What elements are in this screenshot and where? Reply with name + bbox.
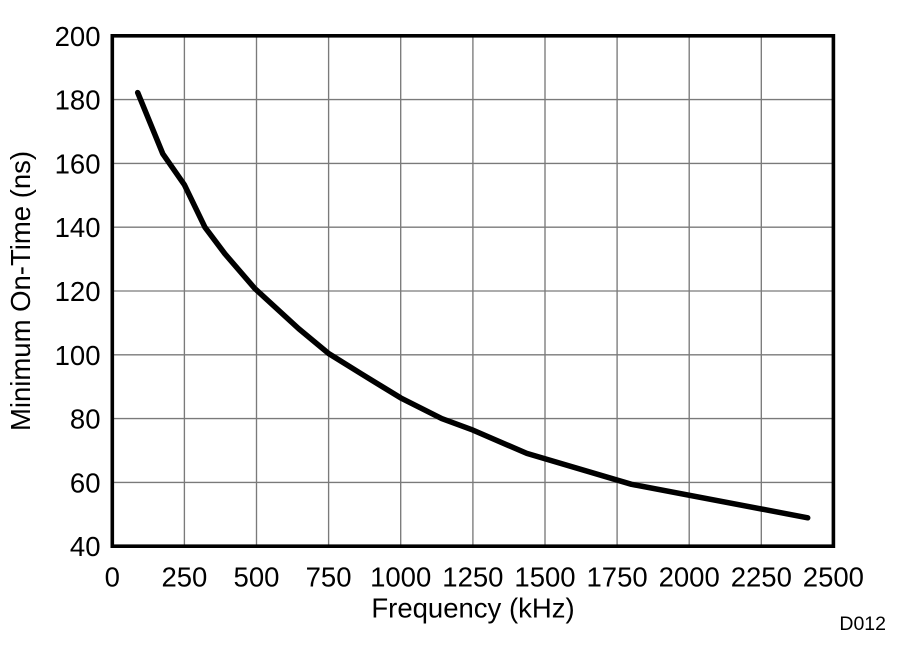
svg-text:60: 60 xyxy=(70,467,101,498)
svg-text:120: 120 xyxy=(55,276,101,307)
svg-text:140: 140 xyxy=(55,212,101,243)
svg-text:2000: 2000 xyxy=(659,562,720,593)
svg-text:D012: D012 xyxy=(839,613,886,635)
svg-text:Minimum On-Time (ns): Minimum On-Time (ns) xyxy=(5,151,36,431)
svg-text:2500: 2500 xyxy=(803,562,864,593)
svg-text:160: 160 xyxy=(55,148,101,179)
svg-text:180: 180 xyxy=(55,85,101,116)
svg-text:500: 500 xyxy=(234,562,280,593)
svg-text:2250: 2250 xyxy=(731,562,792,593)
svg-text:40: 40 xyxy=(70,531,101,562)
svg-text:100: 100 xyxy=(55,340,101,371)
svg-text:1250: 1250 xyxy=(442,562,503,593)
svg-text:1750: 1750 xyxy=(587,562,648,593)
svg-text:250: 250 xyxy=(161,562,207,593)
svg-text:1000: 1000 xyxy=(370,562,431,593)
svg-text:1500: 1500 xyxy=(514,562,575,593)
svg-text:80: 80 xyxy=(70,404,101,435)
svg-text:200: 200 xyxy=(55,21,101,52)
svg-text:Frequency (kHz): Frequency (kHz) xyxy=(371,592,574,623)
svg-text:0: 0 xyxy=(105,562,120,593)
svg-text:750: 750 xyxy=(306,562,352,593)
